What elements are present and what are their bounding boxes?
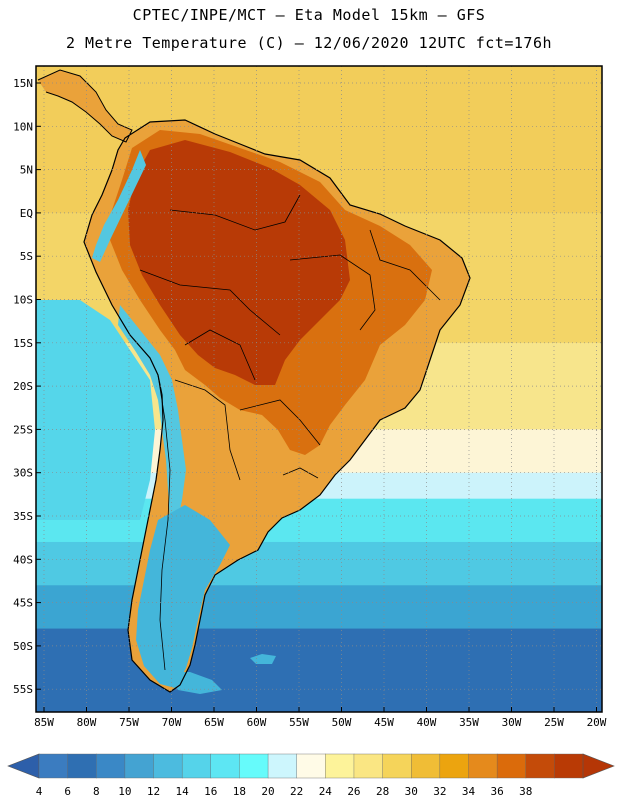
colorbar-swatch bbox=[267, 753, 298, 779]
colorbar-swatch bbox=[239, 753, 269, 779]
colorbar-swatch bbox=[96, 753, 126, 779]
lat-tick-label: 40S bbox=[13, 553, 33, 566]
colorbar-label: 38 bbox=[519, 785, 532, 798]
coastline bbox=[83, 119, 471, 693]
colorbar-label: 26 bbox=[347, 785, 360, 798]
central-america-coastline bbox=[37, 69, 133, 143]
colorbar-over-triangle bbox=[582, 753, 615, 779]
andes-central-cool-strip bbox=[118, 305, 186, 530]
pacific-cool-region bbox=[36, 300, 155, 520]
lat-tick-label: 15S bbox=[13, 337, 33, 350]
lat-tick-label: 50S bbox=[13, 640, 33, 653]
lat-tick-label: 10S bbox=[13, 294, 33, 307]
border-line bbox=[174, 379, 241, 481]
border-line bbox=[157, 374, 171, 671]
colorbar-label: 22 bbox=[290, 785, 303, 798]
colorbar-label: 32 bbox=[433, 785, 446, 798]
colorbar-label: 28 bbox=[376, 785, 389, 798]
colorbar-label: 30 bbox=[405, 785, 418, 798]
chart-title-line-1: CPTEC/INPE/MCT — Eta Model 15km — GFS bbox=[132, 6, 486, 24]
lat-tick-label: 15N bbox=[13, 77, 33, 90]
lon-tick-label: 20W bbox=[587, 716, 607, 729]
colorbar-label: 8 bbox=[93, 785, 100, 798]
colorbar-swatch bbox=[325, 753, 355, 779]
land-temperature-field bbox=[37, 69, 471, 694]
colorbar-swatch bbox=[38, 753, 69, 779]
colorbar-label: 16 bbox=[204, 785, 217, 798]
lon-tick-label: 85W bbox=[34, 716, 54, 729]
lat-tick-label: 55S bbox=[13, 683, 33, 696]
lon-tick-label: 50W bbox=[332, 716, 352, 729]
border-line bbox=[139, 269, 281, 336]
colorbar-label: 24 bbox=[319, 785, 333, 798]
colorbar-swatch bbox=[411, 753, 441, 779]
falkland-islands bbox=[250, 654, 276, 664]
lat-tick-label: 20S bbox=[13, 380, 33, 393]
ocean-band bbox=[36, 585, 602, 630]
lon-tick-label: 55W bbox=[289, 716, 309, 729]
colorbar-label: 36 bbox=[490, 785, 503, 798]
central-america-landmass bbox=[38, 70, 132, 142]
lat-tick-label: 35S bbox=[13, 510, 33, 523]
lon-tick-label: 25W bbox=[544, 716, 564, 729]
lon-tick-label: 75W bbox=[119, 716, 139, 729]
country-borders bbox=[139, 194, 441, 671]
map-plot-area bbox=[36, 66, 602, 712]
lat-tick-label: 10N bbox=[13, 120, 33, 133]
lat-tick-label: 25S bbox=[13, 423, 33, 436]
colorbar-label: 4 bbox=[36, 785, 43, 798]
colorbar-swatch bbox=[296, 753, 326, 779]
border-line bbox=[289, 254, 376, 331]
lon-tick-label: 40W bbox=[417, 716, 437, 729]
border-line bbox=[369, 229, 441, 301]
colorbar-label: 12 bbox=[147, 785, 160, 798]
ocean-band bbox=[36, 541, 602, 587]
colorbar-label: 14 bbox=[176, 785, 190, 798]
colorbar-swatch bbox=[210, 753, 240, 779]
colorbar-swatch bbox=[153, 753, 183, 779]
lat-tick-label: 30S bbox=[13, 467, 33, 480]
tierra-del-fuego bbox=[165, 672, 222, 694]
lat-tick-label: EQ bbox=[20, 207, 33, 220]
colorbar-swatch bbox=[439, 753, 469, 779]
latitude-tick-labels: 15N 10N 5N EQ 5S 10S 15S 20S 25S 30S 35S 40S 45S 50S 5… bbox=[13, 77, 41, 696]
colorbar-swatch bbox=[468, 753, 498, 779]
lon-tick-label: 30W bbox=[502, 716, 522, 729]
colorbar-label: 34 bbox=[462, 785, 476, 798]
colorbar-label: 6 bbox=[64, 785, 71, 798]
border-line bbox=[184, 329, 256, 381]
colorbar-swatch bbox=[382, 753, 412, 779]
lon-tick-label: 65W bbox=[204, 716, 224, 729]
lat-tick-label: 45S bbox=[13, 597, 33, 610]
longitude-tick-labels: 85W 80W 75W 70W 65W 60W 55W 50W 45W 40W 35W 30W 25W 2… bbox=[34, 707, 607, 729]
colorbar-swatch bbox=[554, 753, 584, 779]
colorbar-swatch bbox=[496, 753, 527, 779]
lon-tick-label: 60W bbox=[247, 716, 267, 729]
map-frame bbox=[35, 65, 603, 713]
ocean-band bbox=[36, 628, 602, 712]
colorbar-swatch bbox=[124, 753, 155, 779]
colorbar-swatch bbox=[67, 753, 97, 779]
andes-north-cool-strip bbox=[92, 150, 146, 262]
colorbar-swatch bbox=[525, 753, 555, 779]
colorbar-under-triangle bbox=[7, 753, 40, 779]
lon-tick-label: 35W bbox=[459, 716, 479, 729]
border-line bbox=[169, 194, 301, 231]
colorbar-swatch bbox=[181, 753, 212, 779]
lon-tick-label: 80W bbox=[77, 716, 97, 729]
chart-title-line-2: 2 Metre Temperature (C) — 12/06/2020 12U… bbox=[65, 34, 553, 52]
colorbar-label: 18 bbox=[233, 785, 246, 798]
colorbar-label: 20 bbox=[261, 785, 274, 798]
patagonia-cool-region bbox=[136, 505, 230, 688]
lat-tick-label: 5S bbox=[20, 250, 33, 263]
colorbar-swatch bbox=[353, 753, 384, 779]
hot-amazon-region bbox=[128, 140, 350, 385]
lon-tick-label: 70W bbox=[162, 716, 182, 729]
lon-tick-label: 45W bbox=[374, 716, 394, 729]
colorbar-label: 10 bbox=[118, 785, 131, 798]
colorbar: 4 6 8 10 12 14 16 18 20 22 24 26 28 30 32 34 36 38 bbox=[7, 753, 615, 798]
lat-tick-label: 5N bbox=[20, 164, 33, 177]
border-line bbox=[239, 399, 321, 446]
